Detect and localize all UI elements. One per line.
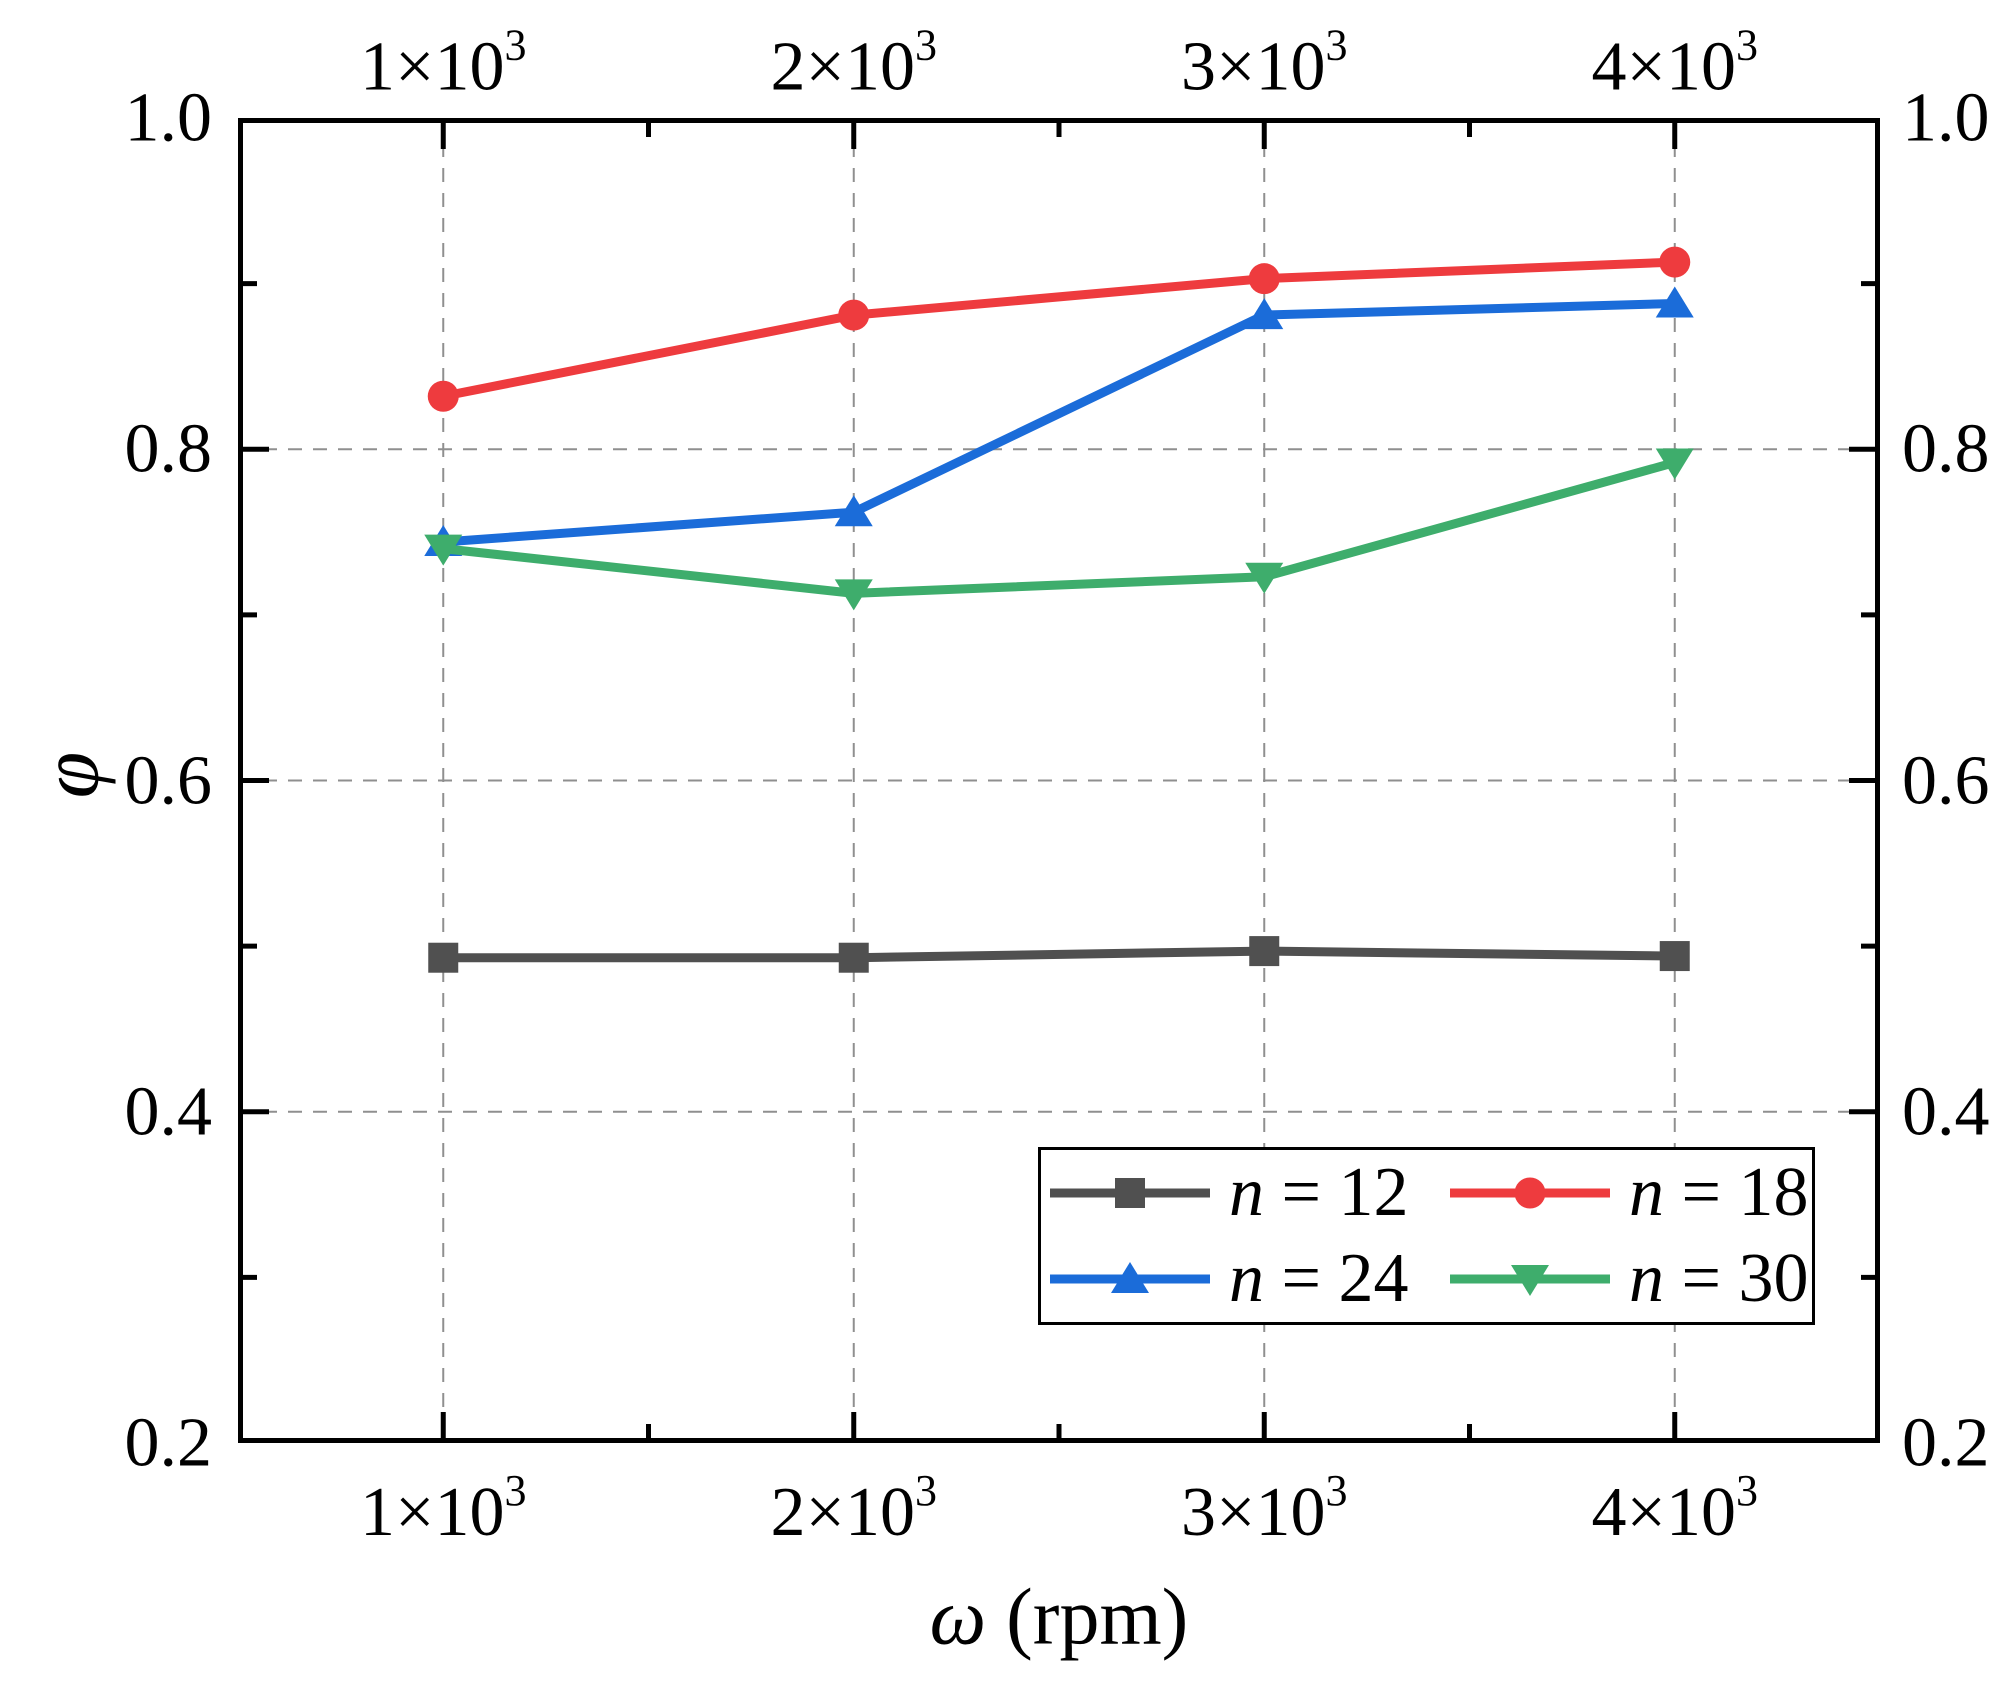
x-tick-label-bottom: 2×103 (770, 1466, 937, 1551)
legend-entry-n12: n = 12 (1045, 1158, 1445, 1228)
x-axis-symbol: ω (929, 1573, 987, 1662)
x-tick-label-top: 2×103 (770, 20, 937, 106)
legend-marker-triangle-down (1450, 1265, 1610, 1296)
x-tick-label-top: 4×103 (1591, 20, 1758, 106)
legend-label: n = 24 (1229, 1240, 1409, 1317)
axis-ticks (242, 122, 1876, 1439)
x-tick-label-bottom: 3×103 (1181, 1466, 1348, 1551)
y-tick-label-left: 0.2 (124, 1404, 213, 1482)
series-n=18 (427, 246, 1691, 412)
y-tick-label-left: 0.6 (124, 741, 213, 819)
y-tick-label-right: 0.6 (1902, 741, 1990, 819)
legend: n = 12 n = 18 n = 24 n = 30 (1038, 1147, 1815, 1325)
series-n=12 (428, 936, 1690, 973)
x-tick-label-bottom: 1×103 (360, 1466, 527, 1551)
y-tick-label-left: 1.0 (124, 79, 213, 157)
y-axis-title: φ (23, 751, 117, 799)
y-tick-label-left: 0.4 (124, 1073, 213, 1150)
x-axis-title: ω (rpm) (930, 1573, 1189, 1664)
axis-frame (238, 118, 1880, 1443)
x-tick-label-bottom: 4×103 (1591, 1466, 1758, 1551)
legend-entry-n30: n = 30 (1445, 1244, 1812, 1314)
x-tick-label-top: 1×103 (360, 20, 527, 106)
legend-marker-triangle-up (1050, 1262, 1210, 1293)
y-tick-label-right: 0.8 (1902, 410, 1990, 488)
legend-entry-n18: n = 18 (1445, 1158, 1812, 1228)
y-tick-label-left: 0.8 (124, 410, 213, 488)
legend-label: n = 18 (1629, 1154, 1809, 1231)
legend-entry-n24: n = 24 (1045, 1244, 1445, 1314)
series-n=24 (424, 286, 1694, 556)
y-tick-label-right: 1.0 (1902, 79, 1990, 157)
x-tick-label-top: 3×103 (1181, 20, 1348, 106)
y-tick-label-right: 0.4 (1902, 1073, 1990, 1150)
legend-label: n = 12 (1229, 1154, 1409, 1231)
plot-area (238, 118, 1880, 1443)
legend-marker-square (1050, 1178, 1210, 1208)
y-tick-label-right: 0.2 (1902, 1404, 1990, 1482)
legend-marker-circle (1450, 1177, 1610, 1209)
series-n=30 (424, 448, 1694, 611)
x-axis-unit: (rpm) (986, 1573, 1189, 1662)
legend-label: n = 30 (1629, 1240, 1809, 1317)
